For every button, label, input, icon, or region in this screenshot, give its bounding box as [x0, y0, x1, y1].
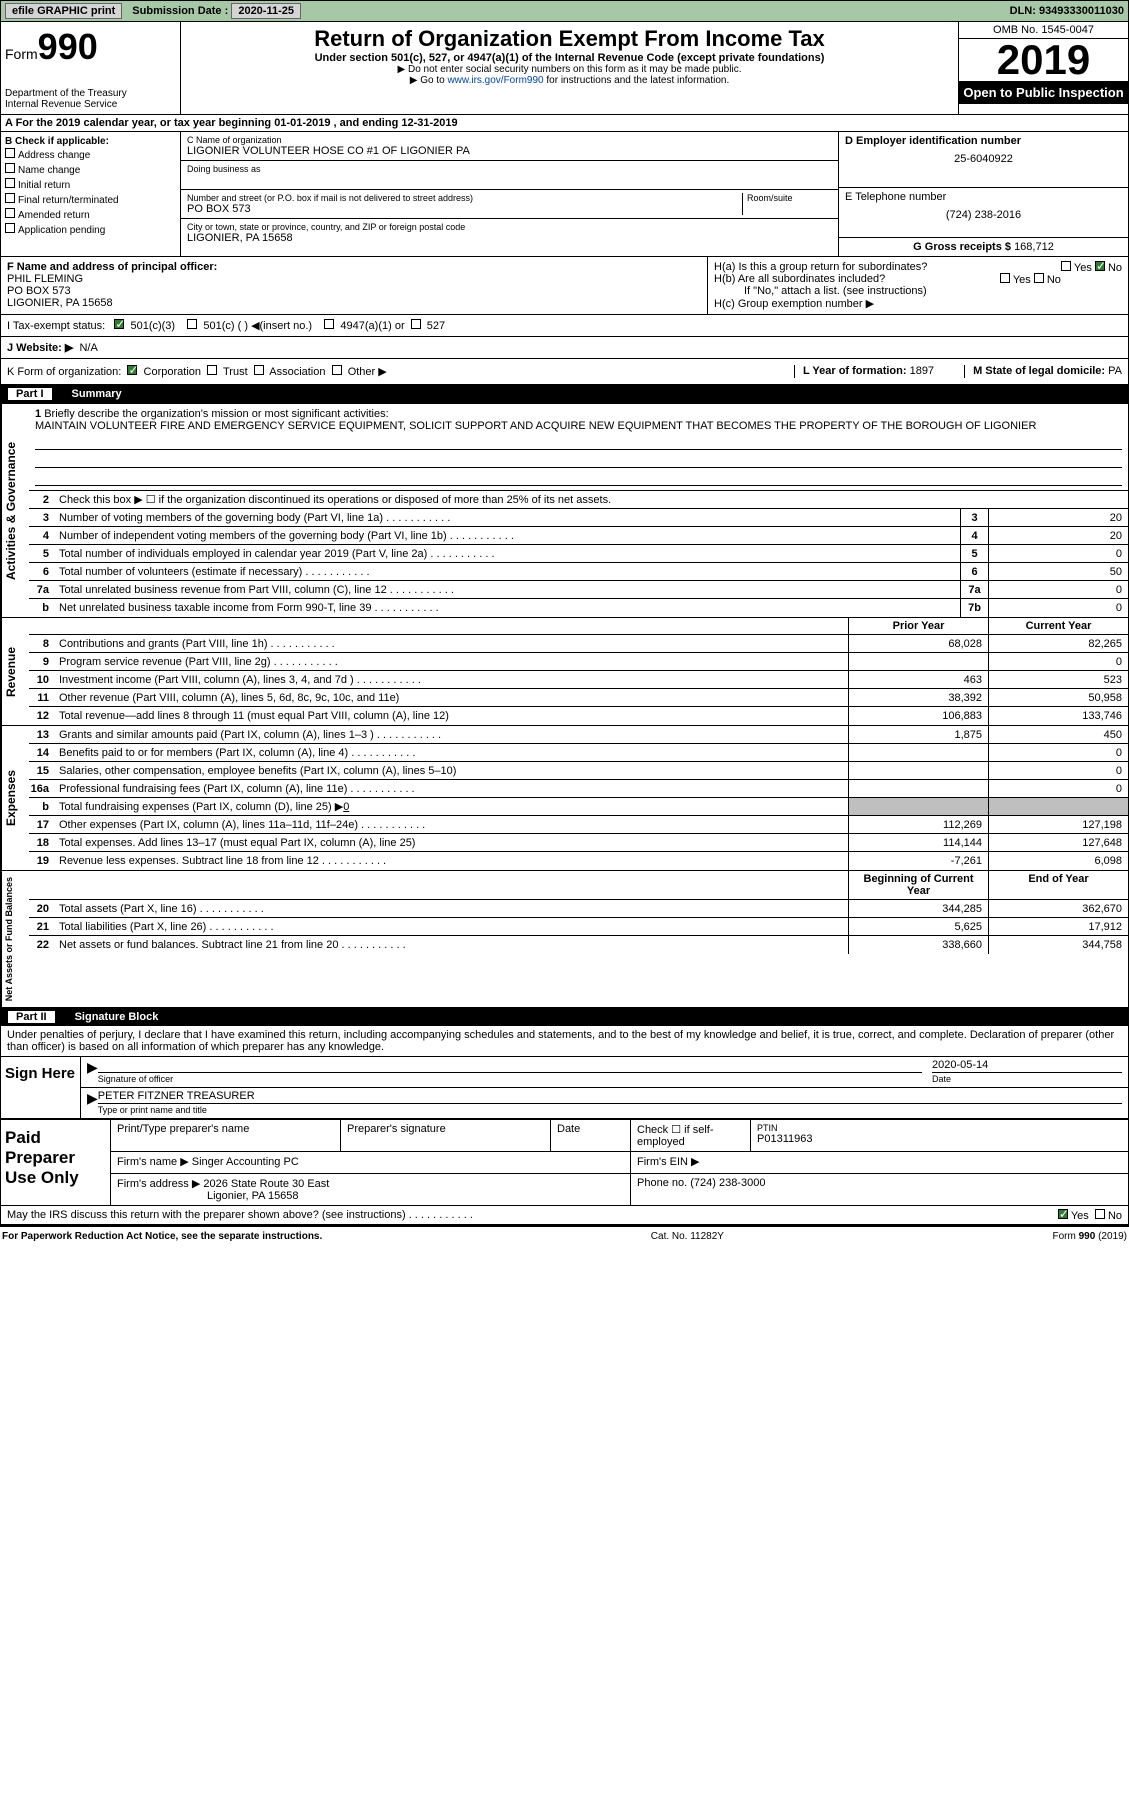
sub-date: 2020-11-25 [231, 3, 301, 19]
mission: 1 Briefly describe the organization's mi… [29, 404, 1128, 491]
sub-label: Submission Date : 2020-11-25 [132, 5, 301, 17]
dept: Department of the Treasury [5, 88, 176, 99]
sign-here: Sign Here [1, 1057, 81, 1118]
irs: Internal Revenue Service [5, 99, 176, 110]
sign-block: Sign Here ▶Signature of officer2020-05-1… [0, 1057, 1129, 1120]
footer: For Paperwork Reduction Act Notice, see … [0, 1225, 1129, 1246]
box-c: C Name of organizationLIGONIER VOLUNTEER… [181, 132, 838, 256]
part2-header: Part IISignature Block [0, 1008, 1129, 1026]
form-number: Form990 [5, 26, 176, 68]
paid-preparer: Paid Preparer Use Only Print/Type prepar… [0, 1120, 1129, 1206]
box-j: J Website: ▶ N/A [0, 337, 1129, 359]
form-sub: Under section 501(c), 527, or 4947(a)(1)… [185, 52, 954, 64]
box-deg: D Employer identification number25-60409… [838, 132, 1128, 256]
public-inspection: Open to Public Inspection [959, 81, 1128, 104]
period: A For the 2019 calendar year, or tax yea… [0, 115, 1129, 132]
declaration: Under penalties of perjury, I declare th… [0, 1026, 1129, 1057]
rev-section: Revenue Prior YearCurrent Year 8Contribu… [0, 618, 1129, 726]
discuss-row: May the IRS discuss this return with the… [0, 1206, 1129, 1225]
exp-section: Expenses 13Grants and similar amounts pa… [0, 726, 1129, 871]
form-header: Form990 Department of the Treasury Inter… [0, 22, 1129, 115]
box-f: F Name and address of principal officer:… [1, 257, 708, 314]
note2: ▶ Go to www.irs.gov/Form990 for instruct… [185, 75, 954, 86]
form-title: Return of Organization Exempt From Incom… [185, 26, 954, 52]
exp-tab: Expenses [1, 726, 29, 870]
efile-btn[interactable]: efile GRAPHIC print [5, 3, 122, 19]
net-section: Net Assets or Fund Balances Beginning of… [0, 871, 1129, 1008]
gov-tab: Activities & Governance [1, 404, 29, 617]
part1-header: Part ISummary [0, 385, 1129, 403]
section-fh: F Name and address of principal officer:… [0, 257, 1129, 315]
box-klm: K Form of organization: Corporation Trus… [0, 359, 1129, 385]
note1: ▶ Do not enter social security numbers o… [185, 64, 954, 75]
rev-tab: Revenue [1, 618, 29, 725]
box-b: B Check if applicable: Address change Na… [1, 132, 181, 256]
box-i: I Tax-exempt status: 501(c)(3) 501(c) ( … [0, 315, 1129, 337]
net-tab: Net Assets or Fund Balances [1, 871, 29, 1007]
box-h: H(a) Is this a group return for subordin… [708, 257, 1128, 314]
topbar: efile GRAPHIC print Submission Date : 20… [0, 0, 1129, 22]
tax-year: 2019 [959, 39, 1128, 81]
section-abcdefg: B Check if applicable: Address change Na… [0, 132, 1129, 257]
dln: DLN: 93493330011030 [1010, 5, 1124, 17]
irs-link[interactable]: www.irs.gov/Form990 [447, 75, 543, 86]
paid-title: Paid Preparer Use Only [1, 1120, 111, 1205]
gov-section: Activities & Governance 1 Briefly descri… [0, 403, 1129, 618]
